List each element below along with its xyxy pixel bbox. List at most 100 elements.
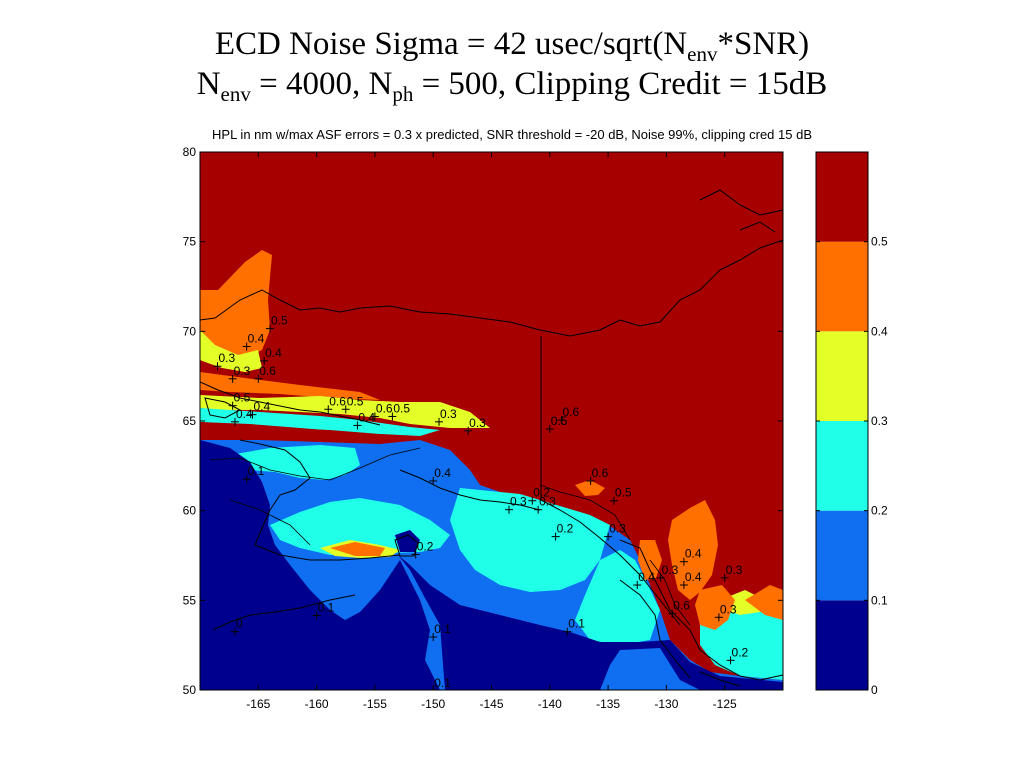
y-tick-label: 75 [183,235,197,249]
contour-label: 0.6 [370,401,393,421]
region-dark-blue-aleutians [395,530,420,552]
kodiak [394,534,419,557]
contour-label-text: 0.2 [417,540,434,554]
contour-label: 0.4 [679,547,702,566]
slide-title: ECD Noise Sigma = 42 usec/sqrt(Nenv*SNR)… [0,24,1024,106]
canada-arctic-islands-1 [699,189,783,216]
region-cyan-gulf [450,488,610,592]
contour-label: 0 [230,617,243,636]
colorbar-tick-label: 0 [871,683,878,697]
contour-label-text: 0.3 [510,495,527,509]
coastlines [200,189,783,687]
region-orange-se-4 [745,585,783,620]
contour-label-text: 0.3 [539,495,556,509]
region-orange-nw [200,250,272,360]
region-yellow-central [200,395,490,428]
contour-label: 0.1 [563,617,585,636]
x-tick-label: -160 [305,697,329,711]
contour-label-text: 0.1 [434,622,451,636]
y-axis: 50 55 60 65 70 75 80 [183,145,783,697]
region-orange-se-3 [695,585,735,630]
region-orange-gulf-small [575,480,605,496]
contour-label-text: 0.3 [469,416,486,430]
contour-label-text: 0.2 [557,522,574,536]
y-tick-label: 80 [183,145,197,159]
x-axis: -165 -160 -155 -150 -145 -140 -135 -130 -125 [246,152,737,711]
contour-label: 0.3 [604,522,626,541]
region-orange-w [200,372,380,400]
contour-label-text: 0.4 [253,400,270,414]
contour-label: 0.3 [720,563,743,582]
seward-peninsula [204,397,242,419]
colorbar-segment [816,152,868,242]
contour-label-text: 0.1 [318,601,335,615]
contour-label-text: 0.3 [726,563,743,577]
contour-label: 0.4 [230,407,253,426]
contour-label: 0.4 [260,346,282,365]
contour-label-text: 0.6 [329,394,346,408]
contour-label-text: 0.6 [673,599,690,613]
contour-label-text: 0.3 [218,351,235,365]
contour-label: 0.5 [228,391,251,410]
colorbar: 0 0.1 0.2 0.3 0.4 0.5 [815,151,888,697]
contour-label: 0.6 [668,599,690,618]
contour-label-text: 0.5 [234,391,251,405]
x-tick-label: -165 [246,697,270,711]
contour-label: 0.3 [464,416,486,435]
colorbar-tick-label: 0.4 [871,324,888,338]
colorbar-tick-label: 0.1 [871,593,888,607]
y-tick-label: 70 [183,324,197,338]
contour-label-text: 0.1 [568,617,585,631]
contour-label-text: 0.5 [347,394,364,408]
contour-label: 0.6 [254,364,276,383]
contour-label-text: 0.2 [732,645,749,659]
contour-label: 0.1 [312,601,335,620]
contour-label-text: 0.1 [434,676,451,690]
region-yellow-nw [200,330,262,372]
contour-label: 0.2 [551,522,574,541]
contour-label: 0.5 [388,401,410,421]
border-southeast [540,499,681,626]
map-plot-area: 0.50.40.40.30.3 0.60.50.40.40.6 0.50.40.6 0… [200,152,783,690]
contour-lines [209,447,691,626]
contour-label: 0.3 [656,563,679,582]
contour-label-text: 0.5 [271,314,288,328]
contour-label-text: 0.3 [720,602,737,616]
contour-label-text: 0.4 [638,570,655,584]
alaska-west-coast [200,381,381,426]
contour-label-text: 0.3 [234,364,251,378]
contour-label-text: 0.2 [533,486,550,500]
contour-label: 0.3 [534,495,556,514]
region-cyan-interior [230,445,360,480]
contour-label-text: 0.4 [248,332,265,346]
contour-label-text: 0.1 [248,464,265,478]
slide-title-line-1: ECD Noise Sigma = 42 usec/sqrt(Nenv*SNR) [214,26,810,66]
contour-label: 0.1 [429,622,451,642]
colorbar-tick-label: 0.5 [871,235,888,249]
contour-label-text: 0.5 [615,486,632,500]
contour-label: 0.6 [586,466,609,486]
contour-label-text: 0.5 [551,414,568,428]
contour-label: 0.4 [242,332,265,351]
colorbar-segment [816,600,868,690]
contour-label-text: 0.5 [393,401,410,415]
contour-label-text: 0.6 [562,405,579,419]
contour-label-text: 0.4 [236,407,253,421]
canada-arctic-coast [619,239,783,327]
contour-label: 0.6 [557,405,579,425]
contour-label: 0.3 [228,364,251,383]
southeast-islands [619,579,691,679]
region-dark-blue-interior [205,450,235,480]
slide-title-line-2: Nenv = 4000, Nph = 500, Clipping Credit … [196,66,828,106]
canada-arctic-islands-2 [739,221,776,233]
x-tick-label: -135 [596,697,620,711]
plot-title: HPL in nm w/max ASF errors = 0.3 x predi… [212,127,812,142]
contour-label-text: 0.4 [434,466,451,480]
contour-label-text: 0.4 [685,547,702,561]
contour-label: 0.2 [411,540,434,559]
contour-label-text: 0.6 [376,401,393,415]
alaska-peninsula [254,544,401,561]
contour-label-text: 0.6 [259,364,276,378]
x-tick-label: -130 [654,697,678,711]
contour-label: 0.4 [633,570,655,590]
